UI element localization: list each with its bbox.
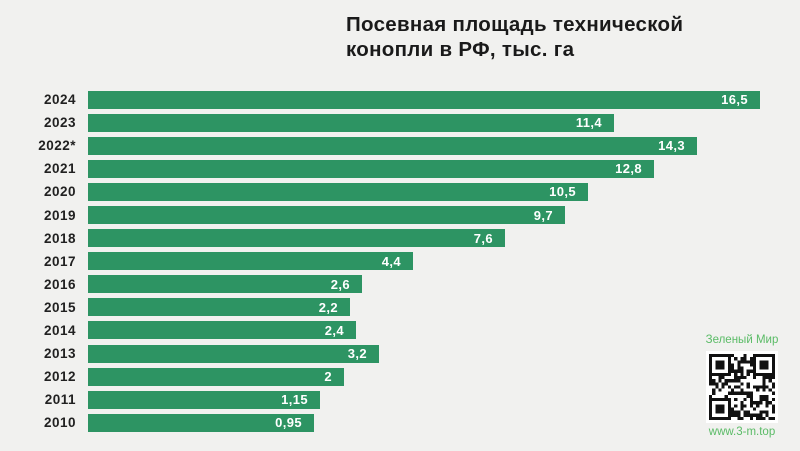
bar: 12,8 bbox=[88, 159, 654, 178]
year-label: 2010 bbox=[43, 415, 76, 431]
year-label: 2013 bbox=[43, 346, 76, 362]
bar-track: 4,4 bbox=[88, 252, 800, 271]
bar-track: 1,15 bbox=[88, 390, 800, 409]
value-label: 9,7 bbox=[533, 207, 553, 223]
year-label: 2016 bbox=[43, 276, 76, 292]
bar-track: 11,4 bbox=[88, 113, 800, 132]
bar-row: 2021 12,8 bbox=[0, 157, 800, 180]
year-label: 2012 bbox=[43, 369, 76, 385]
chart-title-line-1: Посевная площадь технической bbox=[346, 13, 684, 36]
year-label: 2023 bbox=[43, 115, 76, 131]
bar-row: 2010 0,95 bbox=[0, 411, 800, 434]
year-label: 2019 bbox=[43, 207, 76, 223]
bar-chart: 2024 16,5 2023 11,4 2022* 14,3 2021 12,8… bbox=[0, 88, 800, 434]
year-label: 2024 bbox=[43, 92, 76, 108]
bar-track: 14,3 bbox=[88, 136, 800, 155]
bar-row: 2015 2,2 bbox=[0, 296, 800, 319]
value-label: 1,15 bbox=[281, 392, 308, 408]
value-label: 3,2 bbox=[347, 346, 367, 362]
bar: 2 bbox=[88, 367, 344, 386]
bar-row: 2023 11,4 bbox=[0, 111, 800, 134]
bar: 2,2 bbox=[88, 298, 350, 317]
bar: 14,3 bbox=[88, 136, 697, 155]
bar-track: 16,5 bbox=[88, 90, 800, 109]
bar-track: 0,95 bbox=[88, 413, 800, 432]
year-label: 2022* bbox=[38, 138, 76, 154]
year-label: 2021 bbox=[43, 161, 76, 177]
bar-track: 2,6 bbox=[88, 275, 800, 294]
watermark-url: www.3-m.top bbox=[708, 426, 776, 438]
qr-code-icon bbox=[706, 351, 778, 423]
bar: 11,4 bbox=[88, 113, 614, 132]
bar-row: 2012 2 bbox=[0, 365, 800, 388]
year-label: 2020 bbox=[43, 184, 76, 200]
bar: 7,6 bbox=[88, 229, 505, 248]
bar-row: 2016 2,6 bbox=[0, 273, 800, 296]
value-label: 2 bbox=[324, 369, 332, 385]
watermark-brand: Зеленый Мир bbox=[705, 334, 779, 346]
bar-row: 2018 7,6 bbox=[0, 227, 800, 250]
value-label: 12,8 bbox=[615, 161, 642, 177]
year-label: 2014 bbox=[43, 322, 76, 338]
bar: 10,5 bbox=[88, 182, 588, 201]
bar: 4,4 bbox=[88, 252, 413, 271]
bar-row: 2011 1,15 bbox=[0, 388, 800, 411]
bar-track: 2,4 bbox=[88, 321, 800, 340]
bar-row: 2024 16,5 bbox=[0, 88, 800, 111]
value-label: 7,6 bbox=[473, 230, 493, 246]
bar-track: 10,5 bbox=[88, 182, 800, 201]
bar: 1,15 bbox=[88, 390, 320, 409]
bar-rows: 2024 16,5 2023 11,4 2022* 14,3 2021 12,8… bbox=[0, 88, 800, 434]
bar-row: 2020 10,5 bbox=[0, 180, 800, 203]
value-label: 2,2 bbox=[318, 299, 338, 315]
year-label: 2015 bbox=[43, 299, 76, 315]
bar-row: 2014 2,4 bbox=[0, 319, 800, 342]
bar-row: 2013 3,2 bbox=[0, 342, 800, 365]
value-label: 16,5 bbox=[721, 92, 748, 108]
bar-track: 9,7 bbox=[88, 206, 800, 225]
bar-row: 2022* 14,3 bbox=[0, 134, 800, 157]
bar: 9,7 bbox=[88, 206, 565, 225]
bar: 3,2 bbox=[88, 344, 379, 363]
watermark-block: Зеленый Мир www.3-m.top bbox=[698, 333, 786, 440]
year-label: 2017 bbox=[43, 253, 76, 269]
value-label: 4,4 bbox=[381, 253, 401, 269]
chart-title: Посевная площадь технической конопли в Р… bbox=[346, 12, 786, 62]
bar: 16,5 bbox=[88, 90, 760, 109]
bar-track: 12,8 bbox=[88, 159, 800, 178]
bar-row: 2017 4,4 bbox=[0, 250, 800, 273]
bar: 0,95 bbox=[88, 413, 314, 432]
bar-row: 2019 9,7 bbox=[0, 203, 800, 226]
chart-title-line-2: конопли в РФ, тыс. га bbox=[346, 38, 575, 61]
bar: 2,6 bbox=[88, 275, 362, 294]
year-label: 2011 bbox=[44, 392, 76, 408]
value-label: 14,3 bbox=[658, 138, 685, 154]
bar: 2,4 bbox=[88, 321, 356, 340]
value-label: 10,5 bbox=[549, 184, 576, 200]
value-label: 0,95 bbox=[275, 415, 302, 431]
value-label: 11,4 bbox=[575, 115, 602, 131]
bar-track: 3,2 bbox=[88, 344, 800, 363]
year-label: 2018 bbox=[43, 230, 76, 246]
value-label: 2,6 bbox=[330, 276, 350, 292]
bar-track: 7,6 bbox=[88, 229, 800, 248]
bar-track: 2 bbox=[88, 367, 800, 386]
value-label: 2,4 bbox=[324, 322, 344, 338]
bar-track: 2,2 bbox=[88, 298, 800, 317]
